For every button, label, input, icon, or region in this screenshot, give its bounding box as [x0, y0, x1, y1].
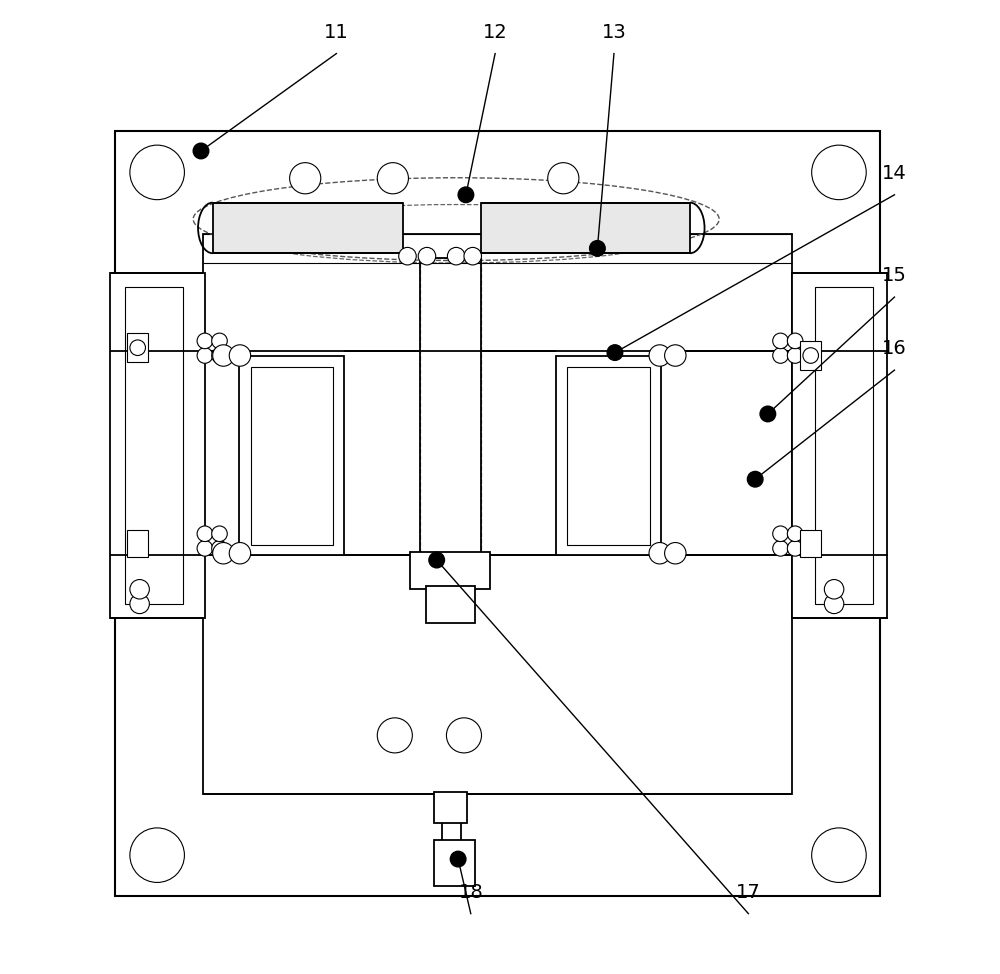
Circle shape [787, 526, 803, 542]
Bar [426, 586, 475, 623]
Circle shape [773, 541, 788, 556]
Text: 11: 11 [324, 22, 349, 42]
Bar [567, 367, 650, 545]
Bar [434, 792, 467, 823]
Circle shape [197, 541, 213, 556]
Circle shape [446, 718, 481, 753]
Bar [815, 287, 873, 604]
Circle shape [760, 406, 776, 422]
Circle shape [130, 580, 149, 599]
Circle shape [418, 247, 436, 265]
Circle shape [824, 580, 844, 599]
Circle shape [787, 348, 803, 363]
Circle shape [649, 345, 670, 366]
Bar [410, 552, 490, 589]
Circle shape [665, 345, 686, 366]
Circle shape [773, 348, 788, 363]
Bar [110, 273, 205, 618]
Circle shape [193, 143, 209, 159]
Circle shape [812, 828, 866, 882]
Circle shape [447, 247, 465, 265]
Circle shape [787, 541, 803, 556]
Circle shape [290, 163, 321, 194]
Circle shape [212, 333, 227, 349]
Bar [213, 203, 403, 253]
Text: 13: 13 [602, 22, 626, 42]
Bar [115, 131, 880, 896]
Text: 15: 15 [882, 266, 907, 285]
Circle shape [197, 526, 213, 542]
Bar [127, 530, 148, 557]
Circle shape [229, 543, 251, 564]
Bar [420, 258, 481, 555]
Bar [481, 203, 690, 253]
Circle shape [197, 348, 213, 363]
Circle shape [377, 163, 408, 194]
Circle shape [213, 345, 234, 366]
Circle shape [229, 345, 251, 366]
Circle shape [130, 594, 149, 614]
Circle shape [213, 543, 234, 564]
Circle shape [130, 340, 145, 356]
Circle shape [450, 851, 466, 867]
Circle shape [824, 594, 844, 614]
Circle shape [197, 333, 213, 349]
Bar [251, 367, 333, 545]
Circle shape [212, 541, 227, 556]
Circle shape [548, 163, 579, 194]
Bar [127, 333, 148, 362]
Circle shape [787, 333, 803, 349]
Circle shape [747, 471, 763, 487]
Circle shape [649, 543, 670, 564]
Circle shape [590, 241, 605, 256]
Text: 18: 18 [458, 882, 483, 902]
Bar [434, 840, 475, 886]
Bar [800, 341, 821, 370]
Circle shape [429, 552, 444, 568]
Text: 14: 14 [882, 164, 907, 183]
Circle shape [458, 187, 474, 203]
Circle shape [773, 333, 788, 349]
Bar [800, 530, 821, 557]
Bar [792, 273, 887, 618]
Bar [203, 234, 792, 794]
Circle shape [377, 718, 412, 753]
Bar [556, 356, 661, 555]
Circle shape [665, 543, 686, 564]
Circle shape [212, 526, 227, 542]
Bar [239, 356, 344, 555]
Circle shape [607, 345, 623, 360]
Circle shape [803, 348, 818, 363]
Circle shape [399, 247, 416, 265]
Circle shape [773, 526, 788, 542]
Circle shape [812, 145, 866, 200]
Circle shape [464, 247, 481, 265]
Text: 17: 17 [736, 882, 761, 902]
Circle shape [130, 145, 184, 200]
Text: 12: 12 [483, 22, 508, 42]
Circle shape [130, 828, 184, 882]
Bar [125, 287, 183, 604]
Circle shape [212, 348, 227, 363]
Text: 16: 16 [882, 339, 907, 358]
